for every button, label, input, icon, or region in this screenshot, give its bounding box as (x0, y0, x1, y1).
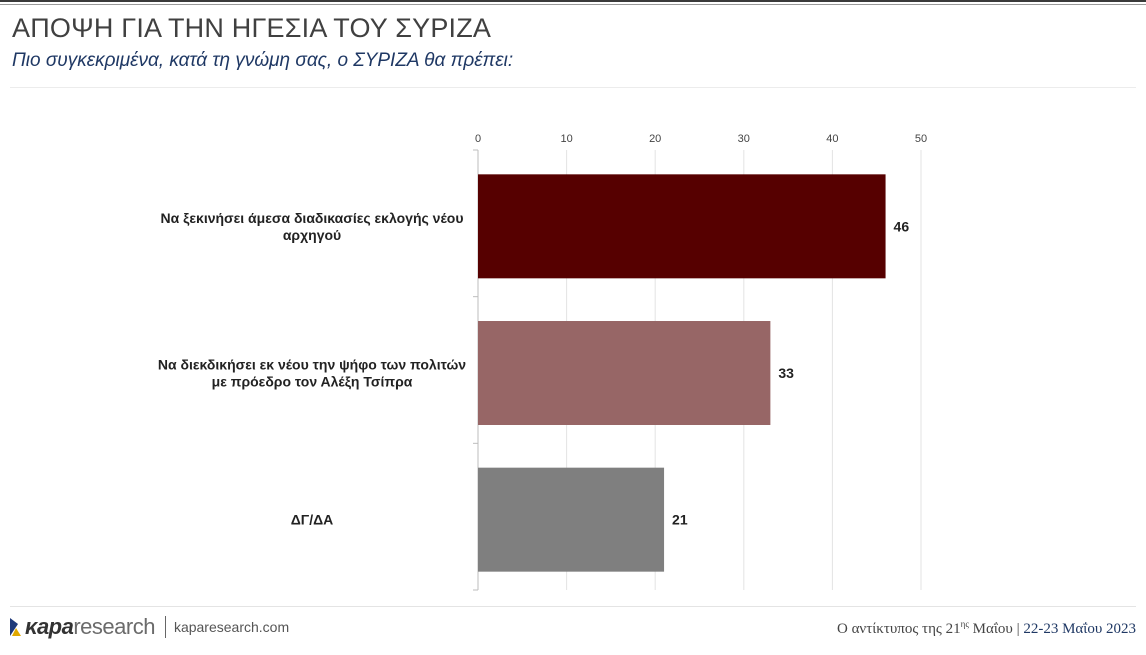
survey-title: Ο αντίκτυπος της 21 (836, 621, 961, 637)
category-labels: Να ξεκινήσει άμεσα διαδικασίες εκλογής ν… (158, 210, 466, 528)
logo-wordmark: κaparesearch (25, 614, 155, 640)
tick-labels: 0 10 20 30 40 50 (475, 133, 927, 145)
bars (478, 174, 886, 572)
page-title: ΑΠΟΨΗ ΓΙΑ ΤΗΝ ΗΓΕΣΙΑ ΤΟΥ ΣΥΡΙΖΑ (12, 13, 492, 43)
category-label-1: Να διεκδικήσει εκ νέου την ψήφο των πολι… (158, 357, 466, 390)
category-label-line: ΔΓ/ΔΑ (291, 512, 334, 528)
top-rule (0, 0, 1146, 2)
category-label-line: Να ξεκινήσει άμεσα διαδικασίες εκλογής ν… (161, 210, 464, 226)
page-subtitle: Πιο συγκεκριμένα, κατά τη γνώμη σας, ο Σ… (12, 50, 514, 71)
survey-separator: | (1012, 621, 1024, 637)
bar-0 (478, 174, 886, 279)
survey-dates: 22-23 Μαΐου 2023 (1023, 621, 1136, 637)
logo-wordmark-bold: κapa (25, 614, 74, 639)
bar-2 (478, 467, 665, 572)
logo-divider (164, 616, 166, 638)
kapa-research-logo: κaparesearch kaparesearch.com (8, 614, 289, 640)
bar-1 (478, 321, 771, 425)
logo-wordmark-light: research (73, 614, 155, 639)
tick-label-30: 30 (738, 133, 750, 145)
kapa-logo-mark-icon (10, 618, 21, 636)
survey-title-month: Μαΐου (968, 621, 1013, 637)
data-label-1: 33 (778, 365, 794, 381)
data-label-2: 21 (672, 512, 688, 528)
tick-label-10: 10 (560, 133, 572, 145)
top-rule-thin (0, 4, 1146, 5)
tick-label-40: 40 (826, 133, 838, 145)
survey-title-superscript: ης (960, 619, 969, 629)
tick-label-20: 20 (649, 133, 661, 145)
tick-label-0: 0 (475, 133, 481, 145)
survey-info: Ο αντίκτυπος της 21ης Μαΐου | 22-23 Μαΐο… (837, 619, 1136, 638)
site-url: kaparesearch.com (173, 619, 290, 635)
category-label-0: Να ξεκινήσει άμεσα διαδικασίες εκλογής ν… (161, 210, 464, 243)
data-labels: 46 33 21 (672, 218, 909, 527)
category-label-2: ΔΓ/ΔΑ (291, 512, 334, 528)
category-label-line: αρχηγού (283, 227, 341, 243)
tick-label-50: 50 (915, 133, 927, 145)
data-label-0: 46 (894, 218, 910, 234)
category-label-line: Να διεκδικήσει εκ νέου την ψήφο των πολι… (158, 357, 466, 373)
category-label-line: με πρόεδρο τον Αλέξη Τσίπρα (212, 374, 413, 390)
footer-rule (10, 606, 1136, 607)
header-separator (10, 87, 1136, 88)
